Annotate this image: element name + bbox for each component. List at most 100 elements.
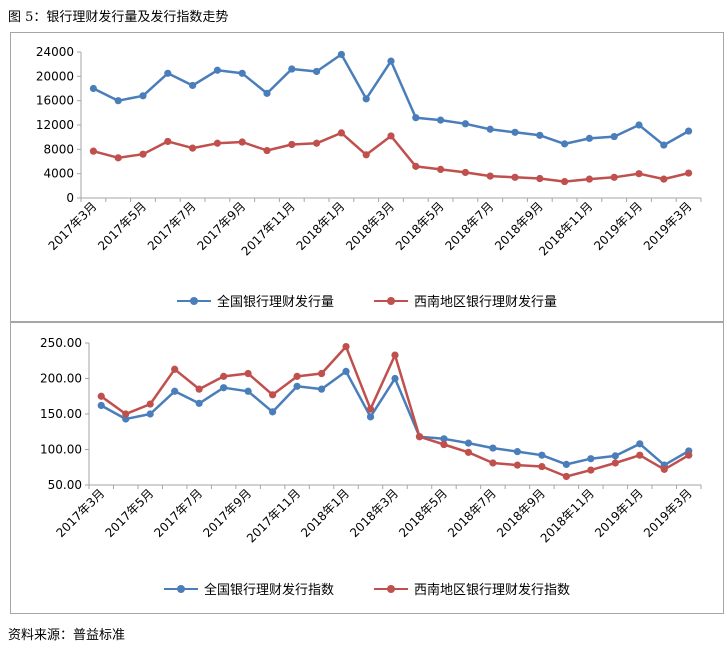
legend-label-southwest-volume: 西南地区银行理财发行量 — [414, 295, 558, 310]
data-point — [387, 132, 395, 140]
data-point — [146, 400, 154, 408]
x-tick-label: 2018年1月 — [294, 199, 348, 253]
data-point — [660, 465, 668, 473]
data-point — [189, 144, 197, 152]
legend-label-national-volume: 全国银行理财发行量 — [216, 295, 334, 310]
source-note: 资料来源：普益标准 — [8, 628, 126, 643]
legend-marker-blue — [163, 584, 198, 594]
data-point — [391, 374, 399, 383]
data-point — [244, 387, 252, 395]
data-point — [440, 440, 448, 449]
data-point — [89, 147, 97, 155]
data-point — [486, 172, 494, 180]
data-point — [288, 140, 296, 149]
data-point — [146, 410, 154, 418]
data-point — [660, 175, 668, 183]
x-tick-label: 2017年3月 — [46, 199, 100, 253]
data-point — [538, 462, 546, 471]
data-point — [139, 150, 147, 158]
data-point — [685, 169, 693, 177]
x-tick-label: 2019年3月 — [641, 486, 695, 540]
data-point — [238, 138, 246, 146]
legend-index: 全国银行理财发行指数 西南地区银行理财发行指数 — [11, 579, 723, 598]
data-point — [195, 399, 203, 407]
data-point — [437, 116, 445, 124]
data-point — [610, 173, 618, 181]
data-point — [171, 365, 179, 373]
y-tick-label: 150.00 — [40, 407, 82, 421]
data-point — [238, 69, 246, 77]
data-point — [685, 127, 693, 135]
data-point — [342, 342, 350, 351]
y-tick-label: 0 — [66, 191, 74, 205]
data-point — [269, 408, 277, 416]
data-point — [263, 89, 271, 97]
y-tick-label: 20000 — [36, 69, 74, 83]
data-point — [587, 466, 595, 474]
data-point — [511, 128, 519, 136]
x-tick-label: 2018年1月 — [298, 486, 352, 540]
data-point — [337, 129, 345, 137]
data-point — [263, 146, 271, 155]
data-point — [440, 435, 448, 443]
x-tick-label: 2018年7月 — [445, 486, 499, 540]
data-point — [342, 367, 350, 375]
data-point — [114, 154, 122, 162]
data-point — [366, 405, 375, 413]
data-point — [685, 451, 693, 459]
y-tick-label: 8000 — [43, 142, 74, 156]
data-point — [536, 131, 544, 139]
data-point — [97, 392, 105, 400]
data-point — [636, 440, 644, 448]
x-tick-label: 2017年7月 — [145, 199, 199, 253]
data-point — [486, 125, 494, 133]
data-point — [213, 66, 221, 74]
y-tick-label: 16000 — [36, 94, 74, 108]
figure-title: 图 5：银行理财发行量及发行指数走势 — [8, 10, 229, 25]
y-tick-label: 250.00 — [40, 336, 82, 350]
data-point — [587, 455, 595, 463]
legend-label-national-index: 全国银行理财发行指数 — [203, 583, 334, 598]
data-point — [561, 177, 569, 186]
data-point — [362, 151, 370, 159]
data-point — [220, 372, 228, 380]
legend-marker-red — [374, 584, 408, 594]
data-point — [611, 452, 619, 460]
data-point — [585, 134, 594, 142]
x-tick-label: 2018年11月 — [536, 199, 595, 258]
x-tick-label: 2019年3月 — [641, 199, 695, 253]
index-chart: 50.00100.00150.00200.00250.002017年3月2017… — [40, 336, 702, 545]
data-point — [538, 451, 546, 459]
x-tick-label: 2018年9月 — [492, 199, 546, 253]
y-tick-label: 50.00 — [48, 478, 82, 492]
data-point — [461, 168, 469, 177]
legend-item-national-volume: 全国银行理财发行量 — [176, 291, 334, 310]
data-point — [660, 141, 668, 149]
data-point — [489, 444, 497, 452]
data-point — [513, 461, 521, 469]
data-point — [313, 67, 321, 76]
data-point — [171, 387, 179, 395]
x-tick-label: 2017年3月 — [53, 486, 107, 540]
x-tick-label: 2017年11月 — [239, 199, 298, 258]
data-point — [585, 175, 594, 183]
data-point — [635, 121, 643, 129]
data-point — [513, 448, 521, 456]
legend-item-southwest-volume: 西南地区银行理财发行量 — [374, 291, 557, 310]
data-point — [464, 448, 473, 456]
data-point — [288, 65, 296, 73]
data-point — [337, 50, 345, 59]
data-point — [213, 139, 221, 147]
data-point — [635, 170, 643, 178]
series-line — [93, 131, 689, 183]
series-line — [92, 53, 690, 147]
data-point — [562, 472, 570, 481]
data-point — [97, 401, 105, 410]
data-point — [269, 391, 277, 399]
data-point — [437, 165, 445, 174]
data-point — [317, 369, 326, 378]
x-tick-label: 2017年5月 — [102, 486, 156, 540]
x-tick-label: 2018年7月 — [442, 199, 496, 253]
data-point — [114, 97, 122, 105]
x-tick-label: 2018年5月 — [396, 486, 450, 540]
